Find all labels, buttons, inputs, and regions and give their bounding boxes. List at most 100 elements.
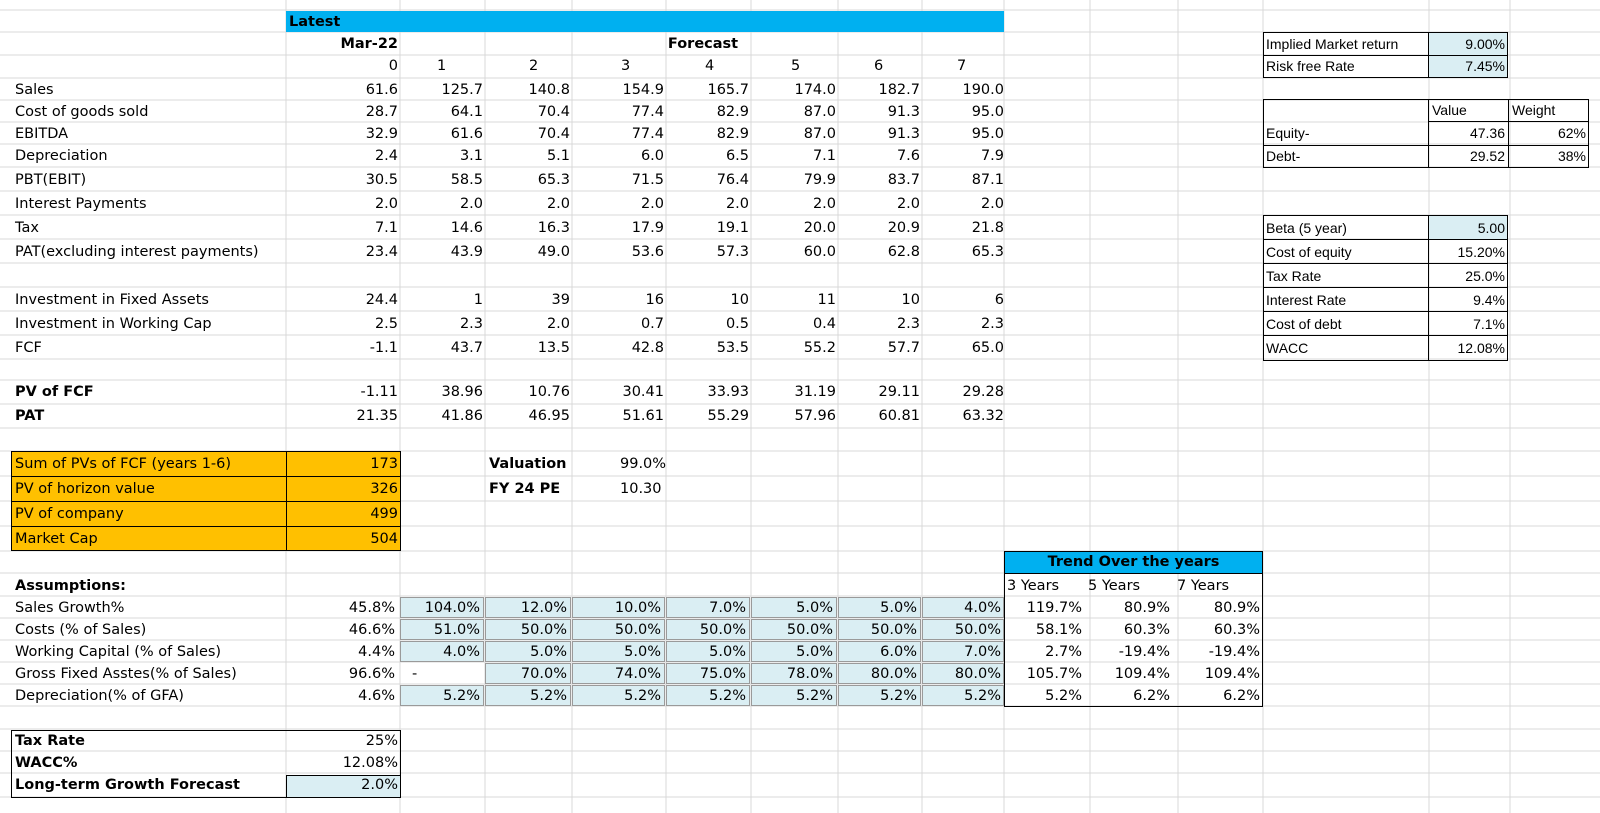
assumption-label[interactable]: Working Capital (% of Sales) <box>15 644 222 660</box>
row-label[interactable]: Cost of goods sold <box>15 104 149 120</box>
table-cell[interactable]: 2.0 <box>980 196 1004 212</box>
assumption-cell[interactable]: 45.8% <box>348 600 395 616</box>
table-cell[interactable]: 190.0 <box>962 82 1004 98</box>
assumption-cell[interactable]: - <box>412 666 418 682</box>
trend-cell[interactable]: 109.4% <box>1204 666 1260 682</box>
wacc-value[interactable]: 7.1% <box>1473 316 1505 332</box>
fy24-pe-label[interactable]: FY 24 PE <box>489 481 561 497</box>
table-cell[interactable]: 32.9 <box>365 126 398 142</box>
period-header[interactable]: 7 <box>957 58 967 74</box>
table-cell[interactable]: 20.9 <box>887 220 920 236</box>
trend-cell[interactable]: 58.1% <box>1035 622 1082 638</box>
capital-weight[interactable]: 38% <box>1557 148 1586 164</box>
table-cell[interactable]: 46.95 <box>528 408 570 424</box>
market-value[interactable]: 9.00% <box>1465 36 1505 52</box>
table-cell[interactable]: 41.86 <box>441 408 483 424</box>
table-cell[interactable]: 55.29 <box>707 408 749 424</box>
row-label[interactable]: Investment in Fixed Assets <box>15 292 209 308</box>
table-cell[interactable]: 174.0 <box>794 82 836 98</box>
assumption-cell[interactable]: 4.6% <box>358 688 395 704</box>
assumption-cell[interactable]: 7.0% <box>964 644 1001 660</box>
table-cell[interactable]: 63.32 <box>962 408 1004 424</box>
latest-label[interactable]: Latest <box>289 14 341 30</box>
wacc-label[interactable]: WACC <box>1266 340 1309 356</box>
capital-value[interactable]: 47.36 <box>1469 125 1505 141</box>
table-cell[interactable]: 79.9 <box>803 172 836 188</box>
table-cell[interactable]: 2.3 <box>980 316 1004 332</box>
period-header[interactable]: 6 <box>874 58 884 74</box>
table-cell[interactable]: 76.4 <box>716 172 749 188</box>
row-label[interactable]: EBITDA <box>15 126 69 142</box>
summary-label[interactable]: Market Cap <box>15 531 98 547</box>
table-cell[interactable]: 17.9 <box>631 220 664 236</box>
trend-cell[interactable]: 109.4% <box>1114 666 1170 682</box>
table-cell[interactable]: 62.8 <box>887 244 920 260</box>
table-cell[interactable]: 14.6 <box>450 220 483 236</box>
assumption-cell[interactable]: 74.0% <box>614 666 661 682</box>
table-cell[interactable]: 3.1 <box>459 148 483 164</box>
trend-cell[interactable]: 6.2% <box>1133 688 1170 704</box>
table-cell[interactable]: 43.7 <box>450 340 483 356</box>
table-cell[interactable]: -1.1 <box>369 340 398 356</box>
table-cell[interactable]: 7.6 <box>896 148 920 164</box>
assumption-cell[interactable]: 50.0% <box>699 622 746 638</box>
table-cell[interactable]: 2.0 <box>896 196 920 212</box>
table-cell[interactable]: 6.0 <box>640 148 664 164</box>
assumption-label[interactable]: Costs (% of Sales) <box>15 622 147 638</box>
table-cell[interactable]: 16.3 <box>537 220 570 236</box>
assumption-cell[interactable]: 51.0% <box>433 622 480 638</box>
valuation-value[interactable]: 99.0% <box>620 456 667 472</box>
capital-value[interactable]: 29.52 <box>1469 148 1505 164</box>
table-cell[interactable]: 70.4 <box>537 126 570 142</box>
summary-value[interactable]: 326 <box>370 481 398 497</box>
table-cell[interactable]: 33.93 <box>707 384 749 400</box>
assumption-cell[interactable]: 5.0% <box>624 644 661 660</box>
table-cell[interactable]: 53.6 <box>631 244 664 260</box>
wacc-value[interactable]: 12.08% <box>1457 340 1505 356</box>
table-cell[interactable]: 0.5 <box>725 316 749 332</box>
wacc-label[interactable]: Interest Rate <box>1266 292 1347 308</box>
assumption-cell[interactable]: 7.0% <box>709 600 746 616</box>
assumption-cell[interactable]: 5.2% <box>880 688 917 704</box>
table-cell[interactable]: 60.81 <box>878 408 920 424</box>
table-cell[interactable]: 7.1 <box>374 220 398 236</box>
assumption-cell[interactable]: 78.0% <box>786 666 833 682</box>
assumption-cell[interactable]: 80.0% <box>954 666 1001 682</box>
summary-label[interactable]: Sum of PVs of FCF (years 1-6) <box>15 456 232 472</box>
table-cell[interactable]: 61.6 <box>365 82 398 98</box>
valuation-label[interactable]: Valuation <box>489 456 567 472</box>
table-cell[interactable]: 95.0 <box>971 104 1004 120</box>
capital-label[interactable]: Debt- <box>1266 148 1301 164</box>
trend-header-7y[interactable]: 7 Years <box>1177 578 1230 594</box>
table-cell[interactable]: 2.5 <box>374 316 398 332</box>
trend-cell[interactable]: 60.3% <box>1213 622 1260 638</box>
row-label[interactable]: PAT <box>15 408 45 424</box>
table-cell[interactable]: 38.96 <box>441 384 483 400</box>
table-cell[interactable]: 125.7 <box>441 82 483 98</box>
assumption-cell[interactable]: 5.0% <box>796 600 833 616</box>
table-cell[interactable]: 60.0 <box>803 244 836 260</box>
market-label[interactable]: Implied Market return <box>1266 36 1399 52</box>
summary-value[interactable]: 499 <box>370 506 398 522</box>
trend-cell[interactable]: 80.9% <box>1123 600 1170 616</box>
assumption-cell[interactable]: 50.0% <box>520 622 567 638</box>
table-cell[interactable]: 57.3 <box>716 244 749 260</box>
table-cell[interactable]: 21.35 <box>356 408 398 424</box>
table-cell[interactable]: 55.2 <box>803 340 836 356</box>
table-cell[interactable]: 2.3 <box>896 316 920 332</box>
table-cell[interactable]: 29.28 <box>962 384 1004 400</box>
table-cell[interactable]: 30.41 <box>622 384 664 400</box>
period-header[interactable]: 3 <box>621 58 631 74</box>
assumption-cell[interactable]: 12.0% <box>520 600 567 616</box>
table-cell[interactable]: 11 <box>817 292 836 308</box>
period-header[interactable]: 0 <box>388 58 398 74</box>
table-cell[interactable]: 57.7 <box>887 340 920 356</box>
trend-cell[interactable]: 105.7% <box>1026 666 1082 682</box>
trend-cell[interactable]: 2.7% <box>1045 644 1082 660</box>
table-cell[interactable]: 43.9 <box>450 244 483 260</box>
row-label[interactable]: Tax <box>15 220 39 236</box>
trend-cell[interactable]: 60.3% <box>1123 622 1170 638</box>
assumption-cell[interactable]: 6.0% <box>880 644 917 660</box>
table-cell[interactable]: 31.19 <box>794 384 836 400</box>
assumption-cell[interactable]: 50.0% <box>614 622 661 638</box>
